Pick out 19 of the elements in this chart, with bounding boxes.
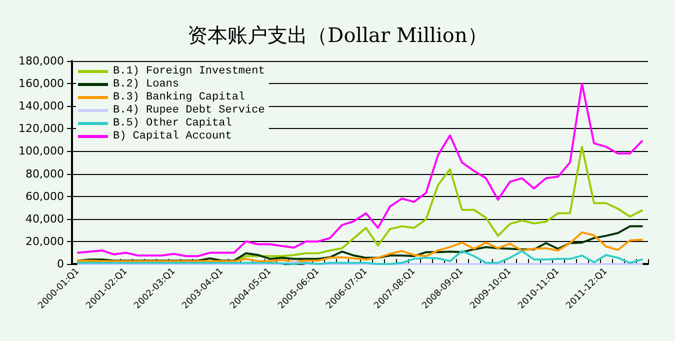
legend-label: B.3) Banking Capital: [113, 92, 246, 104]
y-tick-label: 100,000: [18, 144, 64, 158]
legend-label: B.1) Foreign Investment: [113, 66, 265, 78]
legend-label: B) Capital Account: [113, 130, 232, 142]
legend-label: B.2) Loans: [113, 78, 180, 90]
y-tick-label: 20,000: [26, 234, 64, 248]
y-tick-label: 60,000: [26, 190, 64, 203]
y-tick-label: 40,000: [26, 212, 64, 226]
chart-title: 资本账户支出（Dollar Million）: [188, 23, 488, 47]
y-tick-label: 180,000: [18, 54, 64, 68]
legend-label: B.5) Other Capital: [113, 118, 232, 130]
line-series: [77, 231, 643, 263]
y-tick-label: 160,000: [18, 77, 64, 90]
line-series: [77, 250, 643, 265]
y-tick-label: 120,000: [18, 122, 64, 136]
y-tick-label: 140,000: [18, 100, 64, 113]
y-tick-label: 80,000: [26, 167, 64, 180]
legend-label: B.4) Rupee Debt Service: [113, 104, 265, 116]
y-tick-label: 0: [57, 258, 64, 270]
